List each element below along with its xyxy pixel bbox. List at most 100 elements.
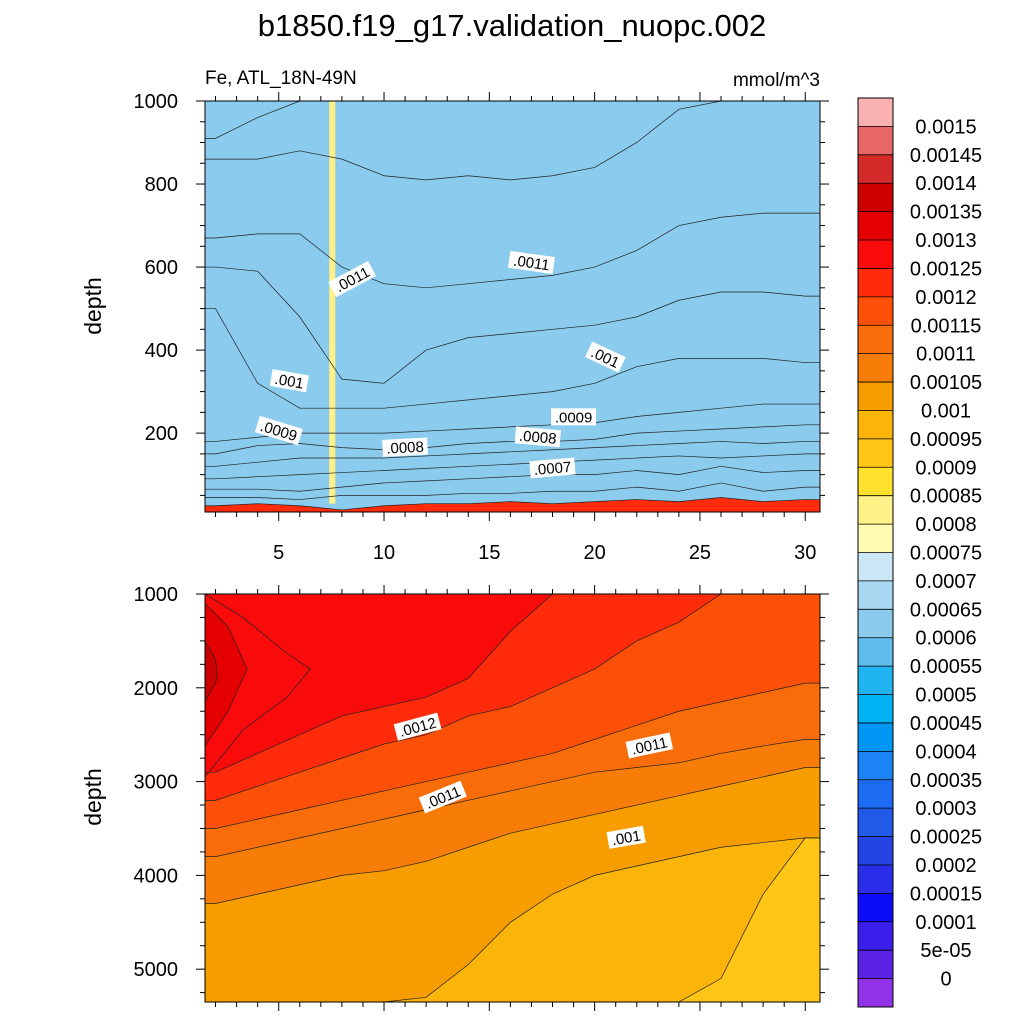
contour-label-text: .001 <box>273 371 305 393</box>
contour-label-text: .0008 <box>518 428 557 448</box>
colorbar-swatch <box>858 779 893 809</box>
colorbar-label: 0.0008 <box>915 514 976 536</box>
colorbar-swatch <box>858 694 893 724</box>
y-tick-label: 1000 <box>134 584 179 606</box>
y-tick-label: 400 <box>145 340 178 362</box>
colorbar-swatch <box>858 240 893 269</box>
colorbar-label: 0.0004 <box>915 741 976 763</box>
contour-line-0.00105 <box>205 266 820 384</box>
contour-line-0.0008 <box>205 453 820 480</box>
contour-line-0.00075 <box>205 465 820 492</box>
colorbar-swatch <box>858 808 893 838</box>
contour-line-0.0009 <box>205 424 820 455</box>
contour-label-text: .0011 <box>512 252 550 274</box>
contour-line-0.0011 <box>205 212 820 289</box>
colorbar-swatch <box>858 666 893 696</box>
contour-line-0.0012 <box>205 594 820 801</box>
colorbar-swatch <box>858 609 893 639</box>
contour-label: .0011 <box>508 250 555 274</box>
colorbar-swatch <box>858 296 893 326</box>
lower-y-axis-label: depth <box>80 768 106 826</box>
contour-line-0.00125 <box>205 594 820 773</box>
colorbar-swatch <box>858 183 893 213</box>
colorbar-swatch <box>858 552 893 582</box>
contour-fill-0.0014 <box>205 640 218 703</box>
colorbar-swatch <box>858 864 893 894</box>
colorbar-label: 0.00145 <box>910 145 982 167</box>
plot-frame <box>204 593 821 1003</box>
y-tick-label: 600 <box>145 257 178 279</box>
contour-fill-0.00065 <box>205 101 820 510</box>
colorbar-swatch <box>858 126 893 156</box>
plot-frame <box>204 100 821 513</box>
contour-label: .001 <box>606 825 646 849</box>
colorbar-label: 0.0002 <box>915 855 976 877</box>
contour-line-0.00085 <box>205 441 820 467</box>
y-tick-label: 1000 <box>134 91 179 113</box>
colorbar-swatch <box>858 438 893 468</box>
contour-label: .0009 <box>551 408 597 426</box>
colorbar-label: 0.00055 <box>910 656 982 678</box>
x-tick-label: 5 <box>273 542 284 564</box>
contour-line-0.0011 <box>205 739 820 857</box>
y-tick-label: 5000 <box>134 959 179 981</box>
colorbar-label: 0.00075 <box>910 543 982 565</box>
contour-label: .001 <box>269 369 309 393</box>
colorbar-swatch <box>858 637 893 667</box>
colorbar-label: 0.0007 <box>915 571 976 593</box>
colorbar-swatch <box>858 580 893 610</box>
colorbar-swatch <box>858 410 893 440</box>
colorbar-label: 0.001 <box>921 400 971 422</box>
colorbar-swatch <box>858 524 893 553</box>
colorbar-label: 0.0001 <box>915 912 976 934</box>
x-tick-label: 25 <box>689 542 711 564</box>
y-tick-label: 4000 <box>134 865 179 887</box>
upper-y-axis-label: depth <box>80 277 106 335</box>
contour-label-text: .0009 <box>555 409 593 426</box>
colorbar-label: 0.0005 <box>915 685 976 707</box>
colorbar-swatch <box>858 268 893 298</box>
colorbar-label: 0.00085 <box>910 486 982 508</box>
colorbar-label: 0.00025 <box>910 827 982 849</box>
contour-label: .0007 <box>529 457 576 479</box>
y-tick-label: 2000 <box>134 678 179 700</box>
colorbar-label: 0.0009 <box>915 457 976 479</box>
contour-line-0.00115 <box>205 682 820 829</box>
colorbar-label: 0.00135 <box>910 202 982 224</box>
y-tick-label: 3000 <box>134 772 179 794</box>
y-tick-label: 800 <box>145 174 178 196</box>
colorbar-label: 0.0011 <box>916 344 976 366</box>
colorbar-swatch <box>858 751 893 781</box>
contour-line-0.00095 <box>205 837 820 1002</box>
colorbar-label: 0.00015 <box>910 883 982 905</box>
colorbar-swatch <box>858 467 893 497</box>
colorbar-label: 0.0003 <box>915 798 976 820</box>
contour-label: .0008 <box>514 426 561 448</box>
colorbar-swatch <box>858 154 893 184</box>
contour-line-0.00115 <box>205 101 820 181</box>
contour-line-0.0007 <box>205 482 820 500</box>
colorbar-label: 0.00105 <box>910 372 982 394</box>
colorbar-swatch <box>858 722 893 752</box>
colorbar-swatch <box>858 495 893 525</box>
upper-panel: .0007.0008.0008.0009.0009.001.001.0011.0… <box>134 91 829 564</box>
contour-line-0.00105 <box>205 767 820 904</box>
colorbar-swatch <box>858 382 893 411</box>
colorbar-swatch <box>858 978 893 1008</box>
colorbar-label: 0.00065 <box>910 599 982 621</box>
contour-label: .0008 <box>382 437 428 458</box>
colorbar-label: 0.0012 <box>915 287 976 309</box>
panel-subtitle-left: Fe, ATL_18N-49N <box>205 68 357 89</box>
colorbar-swatch <box>858 921 893 951</box>
contour-label-text: .0007 <box>533 459 572 479</box>
contour-line-0.00065 <box>205 497 820 511</box>
colorbar-swatch <box>858 893 893 923</box>
colorbar-label: 0.00125 <box>910 258 982 280</box>
colorbar: 0.0015 0.00145 0.0014 0.00135 0.0013 0.00125 0… <box>857 97 982 1008</box>
colorbar-swatch <box>858 325 893 355</box>
panel-subtitle-units: mmol/m^3 <box>733 70 820 91</box>
x-tick-label: 10 <box>373 542 395 564</box>
colorbar-label: 0.00115 <box>911 315 982 337</box>
